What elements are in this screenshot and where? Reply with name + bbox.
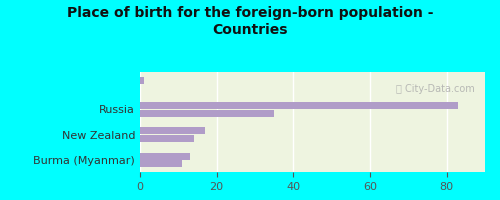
Text: ⓘ City-Data.com: ⓘ City-Data.com bbox=[396, 84, 474, 94]
Bar bbox=[140, 160, 182, 167]
Bar bbox=[140, 135, 194, 142]
Text: Place of birth for the foreign-born population -
Countries: Place of birth for the foreign-born popu… bbox=[67, 6, 433, 37]
Bar bbox=[140, 102, 458, 109]
Bar bbox=[140, 110, 274, 117]
Bar bbox=[140, 127, 205, 134]
Bar bbox=[140, 153, 190, 160]
Bar bbox=[140, 77, 144, 84]
